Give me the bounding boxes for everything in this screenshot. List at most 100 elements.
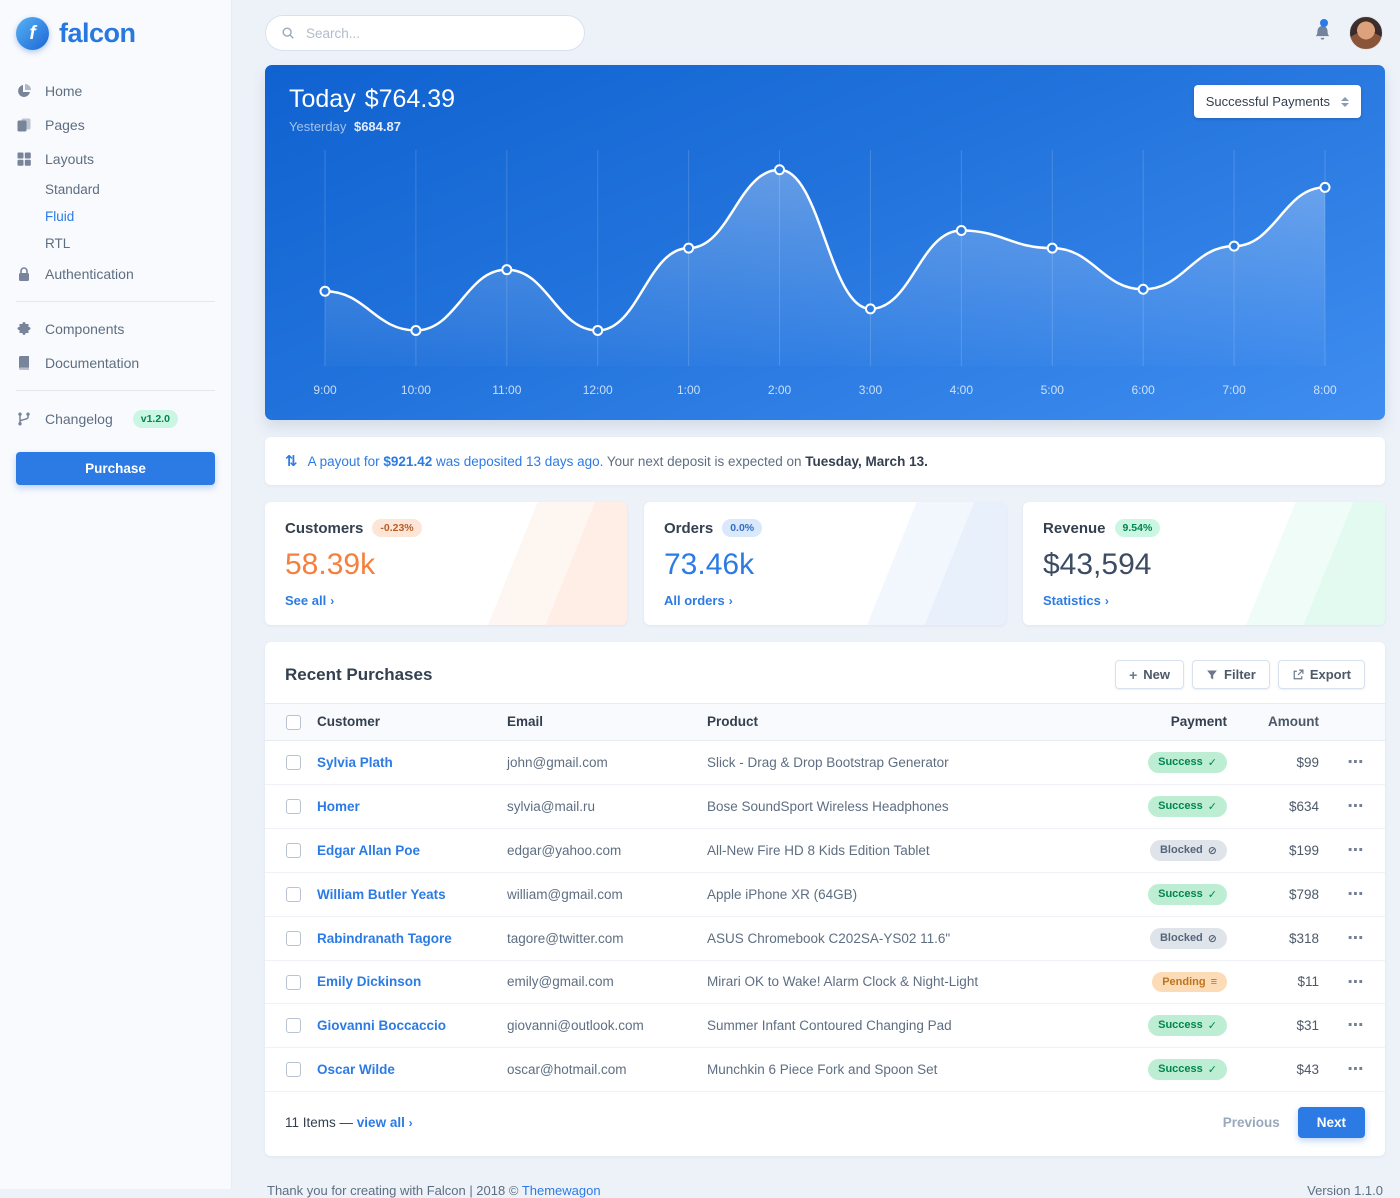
puzzle-icon (16, 321, 32, 337)
sidebar-item-home[interactable]: Home (0, 74, 231, 108)
column-product[interactable]: Product (699, 703, 1100, 741)
row-checkbox[interactable] (286, 755, 301, 771)
row-actions-button[interactable]: ⋯ (1347, 973, 1365, 991)
row-actions-button[interactable]: ⋯ (1347, 842, 1365, 860)
chart-title: Today $764.39 (289, 85, 455, 114)
row-checkbox[interactable] (286, 843, 301, 859)
product-cell: All-New Fire HD 8 Kids Edition Tablet (699, 828, 1100, 873)
stat-value: 58.39k (285, 548, 376, 581)
payment-status-badge: Success ✓ (1148, 795, 1227, 817)
sidebar-item-authentication[interactable]: Authentication (0, 257, 231, 291)
customer-link[interactable]: Oscar Wilde (317, 1061, 395, 1077)
chart-point (1319, 181, 1331, 193)
pending-icon: ≡ (1210, 975, 1217, 988)
row-actions-button[interactable]: ⋯ (1347, 1017, 1365, 1035)
sidebar: f falcon Home Pages Layouts Standard Flu… (0, 0, 232, 1189)
row-checkbox[interactable] (286, 1062, 301, 1078)
row-checkbox[interactable] (286, 931, 301, 947)
table-actions: + New Filter Export (1115, 660, 1365, 689)
sidebar-item-label: Home (45, 83, 83, 99)
stat-card-customers: Customers -0.23% 58.39k See all › (265, 502, 627, 625)
sidebar-item-rtl[interactable]: RTL (45, 236, 71, 251)
filter-button[interactable]: Filter (1192, 660, 1270, 689)
plus-icon: + (1129, 666, 1138, 683)
sidebar-item-fluid[interactable]: Fluid (45, 209, 75, 224)
row-actions-button[interactable]: ⋯ (1347, 930, 1365, 948)
user-avatar[interactable] (1349, 16, 1383, 50)
new-button[interactable]: + New (1115, 660, 1185, 689)
sidebar-item-standard[interactable]: Standard (45, 182, 100, 197)
success-icon: ✓ (1207, 888, 1217, 901)
stat-title: Customers (285, 519, 364, 537)
column-customer[interactable]: Customer (309, 703, 499, 741)
sidebar-divider (16, 390, 215, 391)
product-cell: Mirari OK to Wake! Alarm Clock & Night-L… (699, 960, 1100, 1004)
brand-logo[interactable]: f falcon (0, 17, 231, 60)
payout-link[interactable]: A payout for $921.42 was deposited 13 da… (307, 453, 604, 469)
row-checkbox[interactable] (286, 799, 301, 815)
chevron-right-icon: › (728, 593, 733, 608)
chart-subtitle-value: $684.87 (353, 119, 401, 134)
row-actions-button[interactable]: ⋯ (1347, 1061, 1365, 1079)
sidebar-item-changelog[interactable]: Changelog v1.2.0 (0, 401, 231, 437)
x-axis-label: 4:00 (950, 383, 974, 397)
see-all-link[interactable]: See all › (285, 593, 335, 608)
table-row: Homer sylvia@mail.ru Bose SoundSport Wir… (265, 784, 1385, 829)
email-cell: tagore@twitter.com (499, 916, 699, 961)
column-payment[interactable]: Payment (1100, 703, 1235, 741)
search-input[interactable] (304, 24, 569, 42)
next-button[interactable]: Next (1297, 1106, 1365, 1138)
payment-status-badge: Pending ≡ (1152, 971, 1227, 992)
search-box[interactable] (265, 15, 585, 51)
x-axis-label: 3:00 (859, 383, 883, 397)
sidebar-item-pages[interactable]: Pages (0, 108, 231, 142)
amount-cell: $43 (1235, 1047, 1327, 1092)
row-actions-button[interactable]: ⋯ (1347, 754, 1365, 772)
row-checkbox[interactable] (286, 887, 301, 903)
select-all-checkbox[interactable] (286, 714, 301, 730)
customer-link[interactable]: Homer (317, 798, 360, 814)
sidebar-item-documentation[interactable]: Documentation (0, 346, 231, 380)
stat-change-badge: 0.0% (722, 519, 763, 537)
all-orders-link[interactable]: All orders › (664, 593, 733, 608)
customer-link[interactable]: Emily Dickinson (317, 974, 422, 990)
x-axis-label: 11:00 (492, 383, 521, 397)
chevron-right-icon: › (408, 1115, 413, 1130)
x-axis-label: 6:00 (1132, 383, 1156, 397)
chart-subtitle: Yesterday $684.87 (289, 119, 455, 134)
table-header-row: Customer Email Product Payment Amount (265, 703, 1385, 741)
row-checkbox[interactable] (286, 974, 301, 990)
lock-icon (16, 266, 32, 282)
themewagon-link[interactable]: Themewagon (521, 1182, 601, 1198)
customer-link[interactable]: Giovanni Boccaccio (317, 1017, 447, 1033)
customer-link[interactable]: Rabindranath Tagore (317, 930, 452, 946)
recent-purchases-title: Recent Purchases (285, 664, 433, 684)
notifications-bell-icon[interactable] (1313, 18, 1332, 43)
footer-thanks: Thank you for creating with Falcon | 201… (267, 1182, 519, 1198)
sidebar-item-components[interactable]: Components (0, 312, 231, 346)
chart-point (1137, 283, 1149, 295)
code-branch-icon (16, 411, 32, 427)
table-row: William Butler Yeats william@gmail.com A… (265, 872, 1385, 917)
version-badge: v1.2.0 (132, 410, 178, 428)
payments-type-select[interactable]: Successful Payments (1193, 85, 1361, 118)
column-email[interactable]: Email (499, 703, 699, 741)
row-checkbox[interactable] (286, 1018, 301, 1034)
statistics-link[interactable]: Statistics › (1043, 593, 1109, 608)
view-all-link[interactable]: view all › (356, 1114, 413, 1130)
export-button[interactable]: Export (1277, 660, 1365, 689)
customer-link[interactable]: Edgar Allan Poe (317, 842, 421, 858)
previous-button[interactable]: Previous (1222, 1114, 1280, 1130)
row-actions-button[interactable]: ⋯ (1347, 798, 1365, 816)
purchase-button[interactable]: Purchase (16, 452, 215, 485)
customer-link[interactable]: William Butler Yeats (317, 886, 446, 902)
stat-card-revenue: Revenue 9.54% $43,594 Statistics › (1023, 502, 1385, 625)
chart-point (319, 285, 331, 297)
customer-link[interactable]: Sylvia Plath (317, 754, 393, 770)
column-amount[interactable]: Amount (1235, 703, 1327, 741)
chart-area-fill (325, 169, 1325, 366)
chart-point (592, 324, 604, 336)
sidebar-item-layouts[interactable]: Layouts (0, 142, 231, 176)
x-axis-label: 7:00 (1222, 383, 1246, 397)
row-actions-button[interactable]: ⋯ (1347, 886, 1365, 904)
